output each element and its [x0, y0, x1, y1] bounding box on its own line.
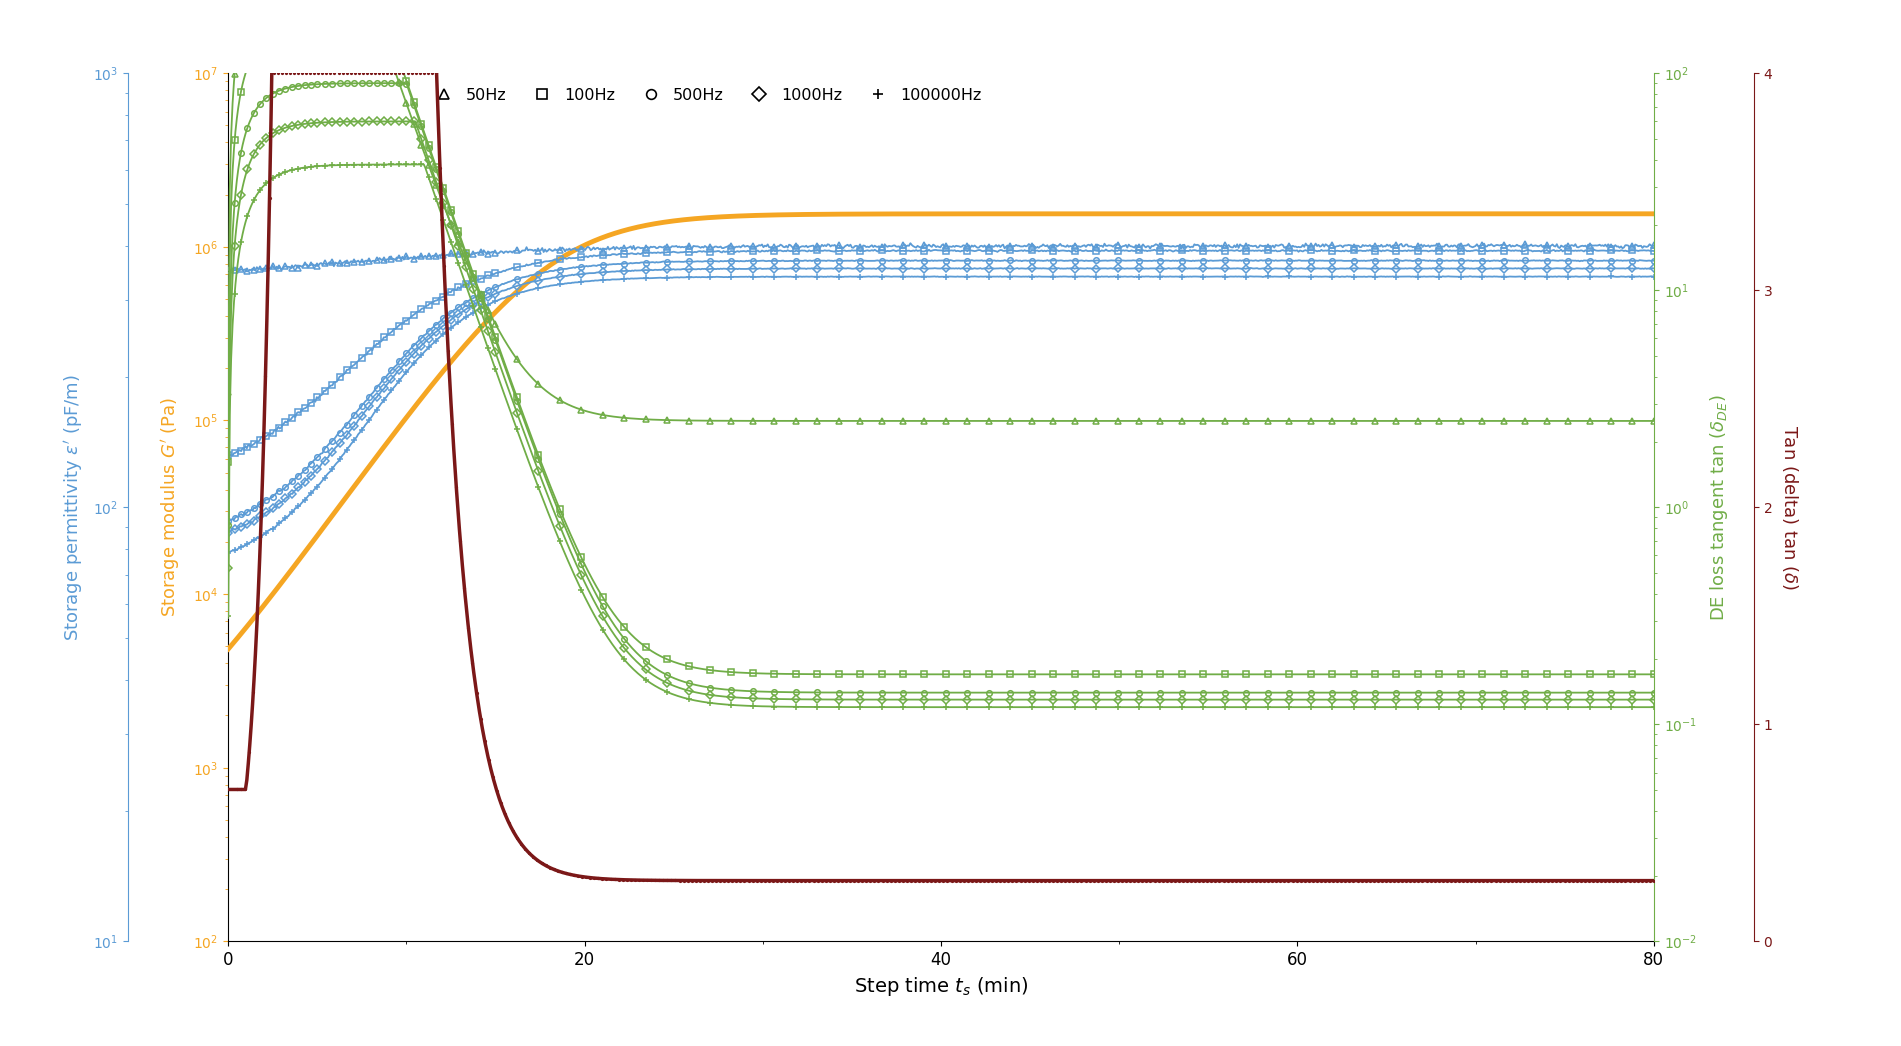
X-axis label: Step time $t_s$ (min): Step time $t_s$ (min) [854, 975, 1028, 998]
Y-axis label: Storage modulus $G'$ (Pa): Storage modulus $G'$ (Pa) [160, 397, 182, 617]
Legend: 50Hz, 100Hz, 500Hz, 1000Hz, 100000Hz: 50Hz, 100Hz, 500Hz, 1000Hz, 100000Hz [422, 82, 989, 109]
Y-axis label: Tan (delta) tan ($δ$): Tan (delta) tan ($δ$) [1779, 425, 1800, 590]
Y-axis label: DE loss tangent tan ($δ_{DE}$): DE loss tangent tan ($δ_{DE}$) [1707, 394, 1730, 620]
Y-axis label: Storage permittivity $ε'$ (pF/m): Storage permittivity $ε'$ (pF/m) [63, 373, 86, 641]
